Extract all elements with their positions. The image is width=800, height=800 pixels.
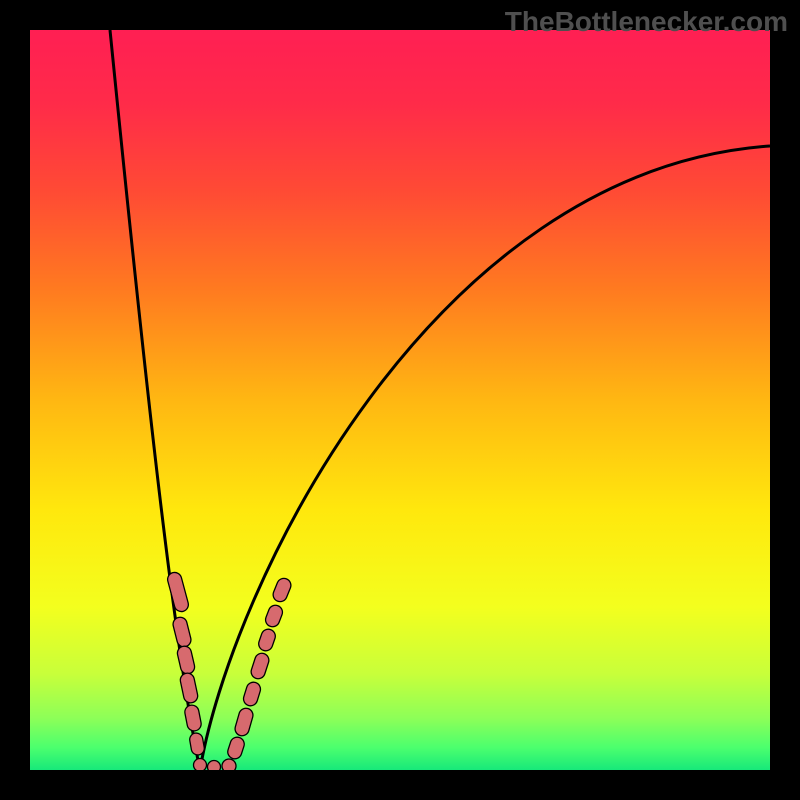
data-marker	[194, 759, 207, 771]
watermark-text: TheBottlenecker.com	[505, 6, 788, 38]
gradient-background	[30, 30, 770, 770]
plot-svg	[30, 30, 770, 770]
chart-frame: TheBottlenecker.com	[0, 0, 800, 800]
plot-area	[30, 30, 770, 770]
data-marker	[208, 761, 221, 771]
